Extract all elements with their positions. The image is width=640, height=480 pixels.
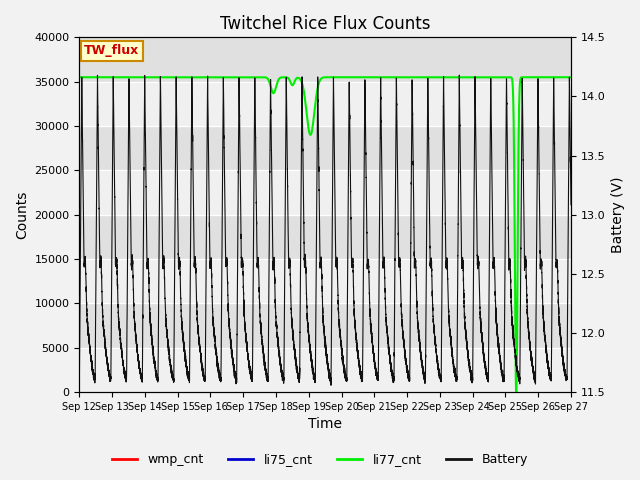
Legend: wmp_cnt, li75_cnt, li77_cnt, Battery: wmp_cnt, li75_cnt, li77_cnt, Battery xyxy=(107,448,533,471)
Title: Twitchel Rice Flux Counts: Twitchel Rice Flux Counts xyxy=(220,15,431,33)
Text: TW_flux: TW_flux xyxy=(84,45,140,58)
Bar xyxy=(79,82,571,126)
Bar xyxy=(79,170,571,215)
X-axis label: Time: Time xyxy=(308,418,342,432)
Y-axis label: Counts: Counts xyxy=(15,191,29,239)
Bar xyxy=(79,348,571,392)
Bar xyxy=(79,259,571,303)
Y-axis label: Battery (V): Battery (V) xyxy=(611,177,625,253)
